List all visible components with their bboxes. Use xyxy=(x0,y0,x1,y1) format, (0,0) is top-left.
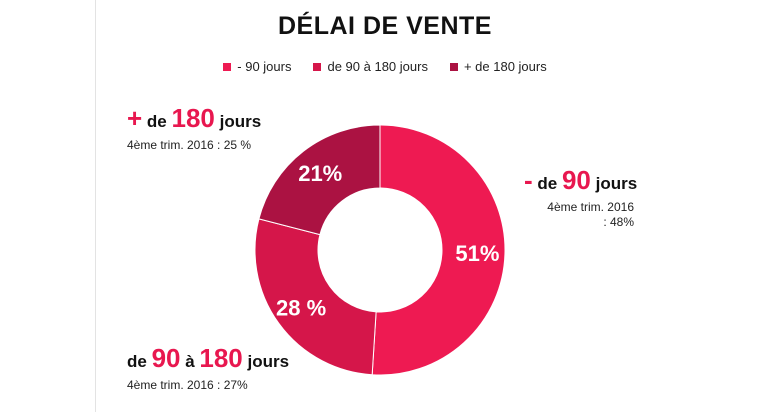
callout-number: 180 xyxy=(171,103,215,133)
donut-slice-minus-90 xyxy=(371,124,506,376)
callout-suffix: jours xyxy=(242,352,290,371)
callout-heading: + de 180 jours xyxy=(127,103,261,134)
callout-90-to-180-days: de 90 à 180 jours 4ème trim. 2016 : 27% xyxy=(127,343,289,392)
callout-prefix: de xyxy=(532,174,562,193)
callout-number-low: 90 xyxy=(151,343,181,373)
donut-slice-90-to-180 xyxy=(254,218,377,376)
callout-suffix: jours xyxy=(214,112,262,131)
callout-sign: + xyxy=(127,103,143,133)
legend-label: de 90 à 180 jours xyxy=(327,59,428,74)
legend-label: + de 180 jours xyxy=(463,59,547,74)
callout-heading: - de 90 jours xyxy=(524,165,644,196)
donut-slice-plus-180 xyxy=(258,124,381,236)
legend-item-minus-90: - 90 jours xyxy=(223,59,291,74)
chart-legend: - 90 jours de 90 à 180 jours + de 180 jo… xyxy=(0,59,770,74)
callout-suffix: jours xyxy=(590,174,638,193)
slice-label-90-to-180: 28 % xyxy=(276,295,326,320)
page-divider xyxy=(95,0,96,412)
callout-prefix: de xyxy=(127,352,152,371)
callout-prefix: de xyxy=(142,112,172,131)
legend-item-plus-180: + de 180 jours xyxy=(449,59,547,74)
callout-middle: à xyxy=(180,352,200,371)
legend-item-90-to-180: de 90 à 180 jours xyxy=(313,59,428,74)
callout-number-high: 180 xyxy=(199,343,243,373)
slice-label-minus-90: 51% xyxy=(455,241,499,266)
callout-number: 90 xyxy=(561,165,591,195)
slice-label-plus-180: 21% xyxy=(298,161,342,186)
callout-plus-180-days: + de 180 jours 4ème trim. 2016 : 25 % xyxy=(127,103,261,152)
callout-comparison: 4ème trim. 2016 : 27% xyxy=(127,378,248,392)
callout-sign: - xyxy=(524,165,533,195)
legend-swatch xyxy=(223,62,232,71)
legend-swatch xyxy=(313,62,322,71)
callout-comparison: 4ème trim. 2016 : 25 % xyxy=(127,138,252,152)
legend-swatch xyxy=(449,62,458,71)
callout-minus-90-days: - de 90 jours 4ème trim. 2016 : 48% xyxy=(524,165,644,230)
legend-label: - 90 jours xyxy=(237,59,292,74)
callout-heading: de 90 à 180 jours xyxy=(127,343,289,374)
chart-title: DÉLAI DE VENTE xyxy=(278,12,492,40)
callout-comparison: 4ème trim. 2016 : 48% xyxy=(547,200,634,229)
